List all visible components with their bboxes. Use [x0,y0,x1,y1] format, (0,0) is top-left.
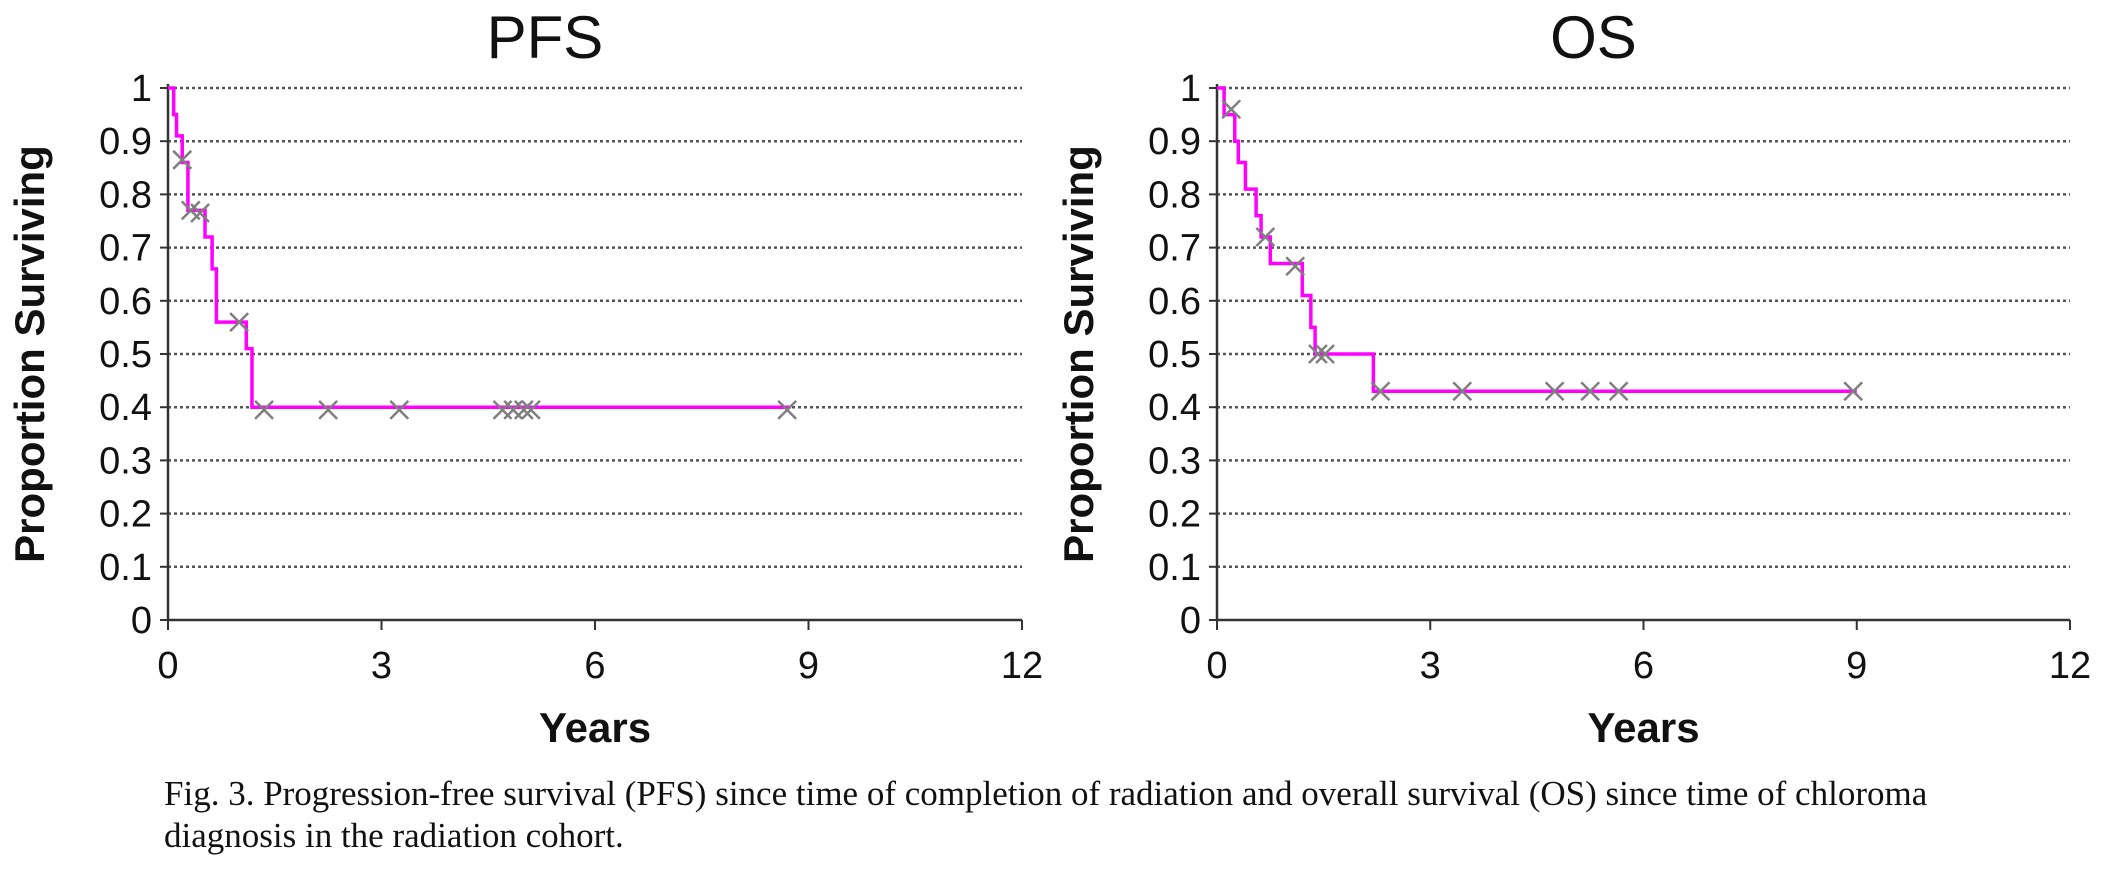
censor-marker [1221,99,1242,120]
censor-marker [1452,381,1473,402]
censor-marker [1285,256,1306,277]
y-tick-label: 0.5 [1148,334,1201,376]
x-tick-label: 12 [2049,645,2091,687]
y-tick-label: 0.6 [1148,281,1201,323]
x-tick-label: 0 [157,645,178,687]
censor-marker-stroke [1315,344,1335,364]
censor-marker [318,399,339,420]
os-chart: OS 0 0.1 0.2 0.3 0.4 0.5 0.6 0.7 0.8 0.9 1 0 3 6 9 12 Yea… [1055,4,2091,751]
censor-marker-stroke [1452,381,1473,402]
y-tick-label: 0.3 [1148,440,1201,482]
y-tick-label: 0.9 [99,121,152,163]
y-tick-label: 0.7 [1148,228,1201,270]
y-axis-label: Proportion Surviving [6,145,53,563]
y-axis-label: Proportion Surviving [1055,145,1102,563]
censor-marker [190,203,210,223]
y-tick-label: 0.8 [1148,174,1201,216]
censor-marker [1580,381,1601,402]
censor-marker [1255,227,1276,247]
censor-marker-stroke [318,399,339,420]
y-tick-label: 0.2 [1148,494,1201,536]
x-axis-label: Years [1587,704,1699,751]
censor-marker [777,399,798,420]
y-tick-label: 1 [131,68,152,110]
censor-marker-stroke [172,149,193,170]
y-tick-label: 0.4 [99,387,152,429]
x-tick-label: 9 [798,645,819,687]
censor-marker [1308,344,1328,364]
censor-marker-stroke [1308,344,1328,364]
x-tick-label: 12 [1001,645,1043,687]
y-tick-label: 0.2 [99,494,152,536]
censor-marker [1370,381,1391,402]
censor-marker-stroke [1255,227,1276,247]
y-tick-label: 0.8 [99,174,152,216]
y-tick-label: 0.6 [99,281,152,323]
censor-marker [1544,381,1565,402]
y-tick-label: 0.4 [1148,387,1201,429]
y-tick-label: 0.1 [1148,547,1201,589]
censor-marker [229,312,250,332]
x-tick-label: 3 [371,645,392,687]
censor-marker-stroke [1370,381,1391,402]
y-tick-label: 0.7 [99,228,152,270]
censor-marker [503,399,524,420]
censor-marker-stroke [229,312,250,332]
censor-marker [389,399,410,420]
chart-title: OS [1550,4,1637,71]
x-tick-label: 6 [584,645,605,687]
survival-curve [1217,86,1857,393]
censor-marker [172,149,193,170]
x-axis-label: Years [539,704,651,751]
survival-curve [168,86,791,409]
chart-title: PFS [487,4,604,71]
censor-marker-stroke [1221,99,1242,120]
censor-marker [513,399,534,420]
y-tick-label: 0.9 [1148,121,1201,163]
y-tick-label: 0.1 [99,547,152,589]
censor-marker [492,399,513,420]
censor-marker [1315,344,1335,364]
censor-marker-stroke [190,203,210,223]
y-tick-label: 0.3 [99,440,152,482]
censor-marker-stroke [389,399,410,420]
censor-marker-stroke [1285,256,1306,277]
pfs-chart: PFS 0 0.1 0.2 0.3 0.4 0.5 0.6 0.7 0.8 0.9 1 0 3 6 9 12 Ye… [6,4,1043,751]
censor-marker [254,399,274,420]
y-tick-label: 0.5 [99,334,152,376]
figure-caption: Fig. 3. Progression-free survival (PFS) … [164,774,1928,855]
censor-marker [1843,381,1864,402]
censor-marker-stroke [777,399,798,420]
y-tick-label: 1 [1180,68,1201,110]
censor-marker-stroke [254,399,274,420]
x-tick-label: 0 [1206,645,1227,687]
censor-marker-stroke [513,399,534,420]
x-tick-label: 6 [1633,645,1654,687]
censor-marker-stroke [1843,381,1864,402]
x-tick-label: 3 [1420,645,1441,687]
censor-marker-stroke [1608,381,1629,402]
censor-marker-stroke [1580,381,1601,402]
y-tick-label: 0 [131,600,152,642]
y-tick-label: 0 [1180,600,1201,642]
censor-marker-stroke [521,399,541,420]
x-tick-label: 9 [1846,645,1867,687]
censor-marker [521,399,541,420]
censor-marker-stroke [180,200,201,221]
censor-marker-stroke [1544,381,1565,402]
censor-marker [1608,381,1629,402]
